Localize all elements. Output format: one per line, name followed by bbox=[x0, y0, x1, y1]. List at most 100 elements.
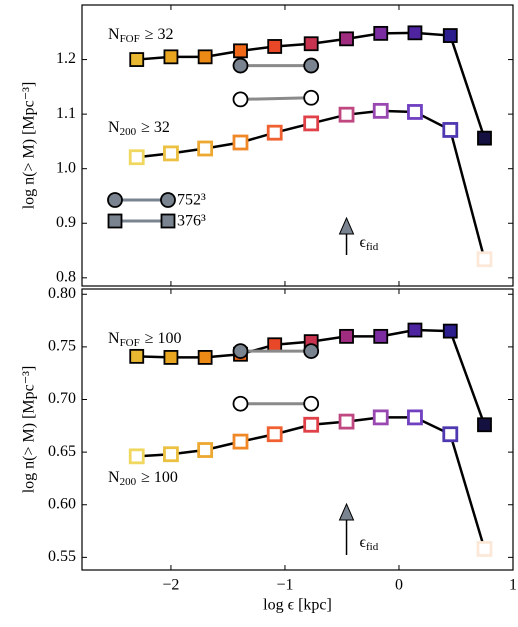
y-tick-label: 1.0 bbox=[56, 159, 76, 176]
x-axis-label: log ϵ [kpc] bbox=[263, 597, 332, 614]
data-point bbox=[303, 416, 320, 433]
data-point bbox=[233, 43, 248, 59]
annotation-label-sub: fid bbox=[366, 241, 379, 253]
data-point bbox=[232, 343, 249, 359]
data-point bbox=[163, 145, 179, 162]
y-tick-label: 0.70 bbox=[48, 390, 76, 407]
series-label-rest: ≥ 100 bbox=[141, 469, 178, 486]
x-tick-label: −1 bbox=[276, 577, 293, 594]
y-tick-label: 0.65 bbox=[48, 443, 76, 460]
y-tick-label: 0.9 bbox=[56, 214, 76, 231]
data-point bbox=[232, 433, 249, 450]
data-point bbox=[303, 115, 320, 132]
data-point bbox=[407, 104, 423, 120]
data-point bbox=[232, 91, 249, 108]
data-point bbox=[303, 343, 320, 359]
series-label-sub: 200 bbox=[120, 476, 137, 488]
data-point bbox=[339, 328, 354, 344]
data-point bbox=[128, 149, 145, 166]
x-tick-label: 1 bbox=[509, 577, 517, 594]
data-point bbox=[129, 52, 145, 67]
y-tick-label: 0.8 bbox=[56, 268, 76, 285]
data-point bbox=[303, 395, 320, 412]
annotation-label: ϵfid bbox=[360, 534, 379, 553]
data-point bbox=[339, 31, 354, 47]
data-point bbox=[197, 140, 214, 157]
legend-marker bbox=[160, 213, 176, 229]
y-tick-label: 0.60 bbox=[48, 495, 76, 512]
data-point bbox=[303, 57, 320, 74]
series-label-rest: ≥ 100 bbox=[145, 330, 182, 347]
y-tick-label: 0.80 bbox=[48, 285, 76, 302]
data-point bbox=[476, 541, 493, 557]
data-point bbox=[477, 130, 492, 146]
data-point bbox=[442, 426, 459, 443]
legend-marker bbox=[107, 192, 123, 208]
data-point bbox=[232, 57, 249, 74]
data-point bbox=[407, 25, 423, 41]
series-label: NFOF ≥ 100 bbox=[108, 330, 182, 349]
plot-frame bbox=[81, 4, 514, 287]
data-point bbox=[266, 426, 283, 443]
data-point bbox=[338, 106, 355, 123]
annotation-arrow-head bbox=[338, 216, 355, 235]
y-axis-label: log n(> M) [Mpc⁻³] bbox=[21, 82, 38, 210]
data-point bbox=[477, 417, 492, 433]
data-point bbox=[267, 337, 283, 353]
data-point bbox=[303, 89, 320, 106]
legend-marker bbox=[107, 213, 123, 229]
data-point bbox=[373, 328, 389, 344]
data-point bbox=[303, 36, 319, 52]
data-point bbox=[232, 134, 249, 151]
data-point bbox=[163, 49, 179, 65]
data-point bbox=[372, 102, 389, 119]
data-point bbox=[442, 28, 458, 43]
legend-label: 376³ bbox=[177, 213, 206, 230]
annotation-label: ϵfid bbox=[360, 234, 379, 253]
legend-marker bbox=[160, 192, 176, 208]
data-point bbox=[197, 442, 214, 458]
y-tick-label: 1.2 bbox=[56, 50, 76, 67]
series-label-rest: ≥ 32 bbox=[141, 119, 170, 136]
data-point bbox=[266, 124, 283, 141]
series-label-sub: FOF bbox=[120, 33, 140, 45]
data-point bbox=[338, 413, 355, 430]
data-point bbox=[442, 122, 459, 138]
data-point bbox=[197, 350, 213, 365]
y-tick-label: 1.1 bbox=[56, 105, 76, 122]
data-point bbox=[163, 446, 179, 463]
data-point bbox=[373, 25, 389, 41]
annotation-arrow-head bbox=[338, 502, 355, 521]
series-label-main: N bbox=[108, 330, 120, 347]
data-point bbox=[476, 251, 493, 268]
y-tick-label: 0.75 bbox=[48, 338, 76, 355]
data-point bbox=[128, 448, 145, 465]
data-point bbox=[129, 348, 145, 364]
data-point bbox=[442, 323, 458, 339]
annotation-label-main: ϵ bbox=[360, 534, 367, 551]
series-label-main: N bbox=[108, 26, 120, 43]
data-point bbox=[372, 409, 389, 426]
series-label: N200 ≥ 32 bbox=[108, 119, 170, 138]
series-label: NFOF ≥ 32 bbox=[108, 26, 174, 45]
x-tick-label: −2 bbox=[162, 577, 179, 594]
y-axis-label: log n(> M) [Mpc⁻³] bbox=[21, 366, 38, 494]
series-label-main: N bbox=[108, 119, 120, 136]
data-point bbox=[232, 395, 249, 412]
annotation-label-sub: fid bbox=[366, 541, 379, 553]
series-line bbox=[240, 96, 312, 101]
series-line bbox=[136, 416, 486, 550]
y-tick-label: 0.55 bbox=[48, 548, 76, 565]
legend-label: 752³ bbox=[177, 192, 206, 209]
data-point bbox=[407, 409, 423, 426]
data-point bbox=[197, 49, 213, 65]
annotation-label-main: ϵ bbox=[360, 234, 367, 251]
series-label-main: N bbox=[108, 469, 120, 486]
series-line bbox=[136, 109, 486, 260]
series-label-sub: FOF bbox=[120, 337, 140, 349]
data-point bbox=[267, 39, 283, 54]
plot-frame bbox=[81, 288, 514, 571]
series-label-sub: 200 bbox=[120, 126, 137, 138]
